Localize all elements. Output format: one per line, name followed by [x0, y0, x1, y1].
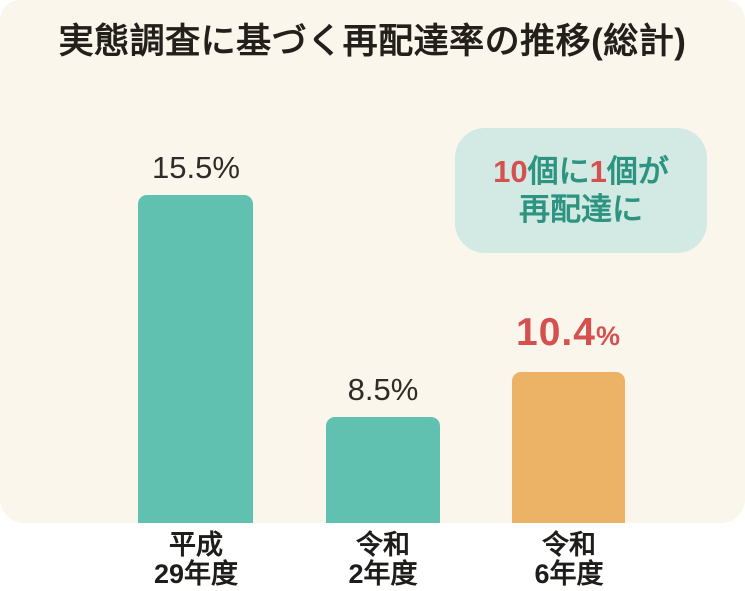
callout-line1: 10個に1個が [493, 153, 669, 191]
value-label-reiwa6: 10.4% [516, 311, 620, 354]
value-label-heisei29: 15.5% [152, 150, 240, 185]
category-label-reiwa6: 令和 6年度 [534, 530, 604, 589]
callout-line2: 再配達に [519, 191, 643, 227]
bar-reiwa6 [512, 372, 625, 523]
chart-panel: 実態調査に基づく再配達率の推移(総計) 10個に1個が 再配達に 15.5% 8… [0, 0, 745, 523]
chart-title: 実態調査に基づく再配達率の推移(総計) [58, 22, 687, 61]
callout-text-b: 個が [606, 153, 669, 189]
category-label-reiwa2: 令和 2年度 [348, 530, 418, 589]
callout-text-a: 個に [527, 153, 590, 189]
bar-reiwa2 [326, 417, 440, 523]
callout-number-10: 10 [493, 153, 528, 189]
category-label-heisei29: 平成 29年度 [153, 530, 239, 589]
value-label-reiwa2: 8.5% [347, 372, 419, 407]
callout-number-1: 1 [589, 153, 607, 189]
callout-bubble: 10個に1個が 再配達に [455, 128, 707, 253]
bar-heisei29 [138, 195, 253, 523]
